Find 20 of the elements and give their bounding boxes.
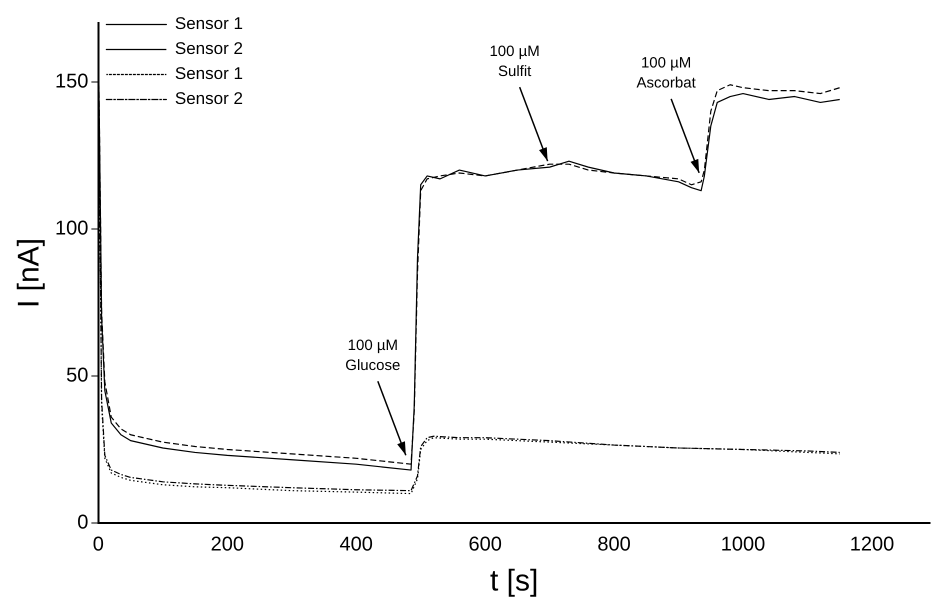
annotation: 100 µM Sulfit [489,42,540,80]
y-axis-title: I [nA] [12,238,46,308]
legend-label: Sensor 1 [174,64,243,84]
annotation: 100 µM Glucose [345,336,400,374]
y-tick-label: 0 [77,512,88,534]
x-tick-label: 600 [468,534,502,556]
legend-label: Sensor 1 [174,14,243,34]
x-tick-label: 800 [597,534,631,556]
y-tick-label: 100 [54,217,88,240]
x-tick-label: 1200 [850,534,894,556]
y-tick-label: 150 [54,70,88,92]
x-axis-title: t [s] [490,564,538,598]
legend-label: Sensor 2 [174,89,243,108]
y-tick-label: 50 [66,364,88,386]
x-tick-label: 200 [210,534,244,556]
x-tick-label: 0 [92,534,104,556]
annotation: 100 µM Ascorbat [636,54,697,92]
legend-label: Sensor 2 [174,39,243,58]
x-tick-label: 400 [340,534,373,556]
x-tick-label: 1000 [720,534,766,556]
